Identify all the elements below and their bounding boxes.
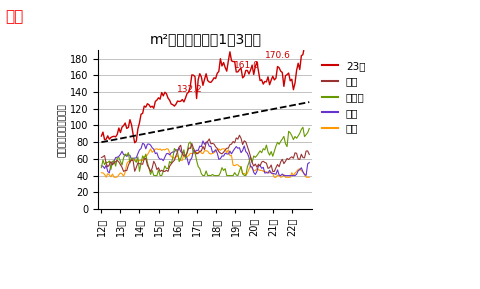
Text: 170.6: 170.6	[264, 51, 290, 60]
Text: マ！: マ！	[5, 9, 23, 24]
Legend: 23区, 都下, 神奈川, 埼玉, 千葉: 23区, 都下, 神奈川, 埼玉, 千葉	[320, 59, 367, 136]
Text: 132.2: 132.2	[178, 85, 203, 94]
Text: 161.0: 161.0	[234, 60, 260, 69]
Title: m²単価の推移（1都3県）: m²単価の推移（1都3県）	[149, 32, 261, 46]
Y-axis label: 発売単価（万円／㎡）: 発売単価（万円／㎡）	[58, 103, 67, 157]
